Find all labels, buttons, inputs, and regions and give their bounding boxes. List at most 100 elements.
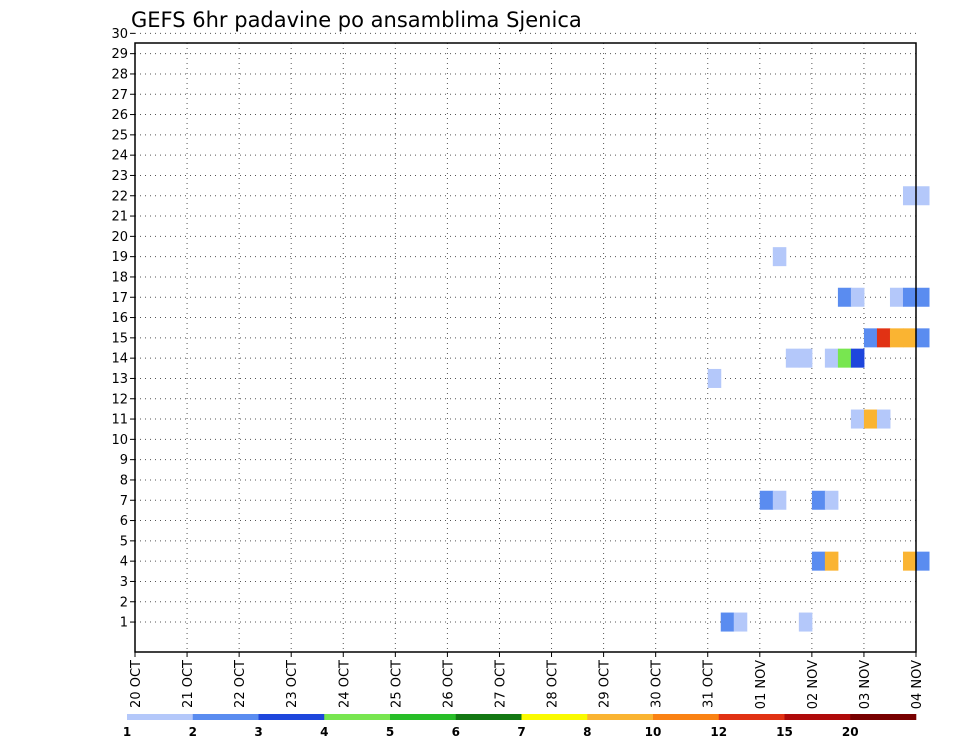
x-tick-label: 20 OCT <box>129 660 144 708</box>
y-tick-label: 1 <box>120 616 128 631</box>
x-tick-label: 28 OCT <box>546 660 561 708</box>
legend-label: 6 <box>452 725 460 739</box>
data-cell <box>863 328 878 348</box>
y-tick-label: 27 <box>111 88 128 103</box>
data-cell <box>889 328 904 348</box>
data-cell <box>759 490 774 510</box>
data-cell <box>863 409 878 429</box>
legend-swatch <box>850 714 917 720</box>
data-cell <box>902 287 917 307</box>
data-cell <box>916 551 930 571</box>
legend-label: 8 <box>583 725 591 739</box>
y-tick-label: 6 <box>120 514 128 529</box>
y-axis: 1234567891011121314151617181920212223242… <box>111 27 135 631</box>
data-cell <box>824 490 839 510</box>
y-tick-label: 21 <box>111 210 128 225</box>
y-tick-label: 19 <box>111 250 128 265</box>
legend-label: 7 <box>517 725 525 739</box>
y-tick-label: 5 <box>120 534 128 549</box>
y-tick-label: 14 <box>111 352 128 367</box>
legend-swatch <box>192 714 259 720</box>
data-cell <box>785 348 800 368</box>
data-cell <box>733 612 748 632</box>
data-cell <box>902 551 917 571</box>
y-tick-label: 7 <box>120 494 128 509</box>
data-cell <box>916 186 930 206</box>
data-cell <box>720 612 735 632</box>
data-cell <box>811 551 826 571</box>
y-tick-label: 3 <box>120 575 128 590</box>
legend-label: 12 <box>710 725 727 739</box>
y-tick-label: 11 <box>111 413 128 428</box>
data-cell <box>798 348 813 368</box>
data-cell <box>902 328 917 348</box>
x-tick-label: 01 NOV <box>754 660 769 709</box>
y-tick-label: 17 <box>111 291 128 306</box>
legend-swatch <box>324 714 391 720</box>
data-cell <box>824 551 839 571</box>
x-tick-label: 25 OCT <box>389 660 404 708</box>
y-tick-label: 26 <box>111 108 128 123</box>
x-tick-label: 29 OCT <box>598 660 613 708</box>
y-tick-label: 9 <box>120 453 128 468</box>
y-tick-label: 24 <box>111 149 128 164</box>
data-cell <box>850 287 865 307</box>
y-tick-label: 18 <box>111 270 128 285</box>
data-cell <box>850 348 865 368</box>
y-tick-label: 2 <box>120 595 128 610</box>
legend-swatch <box>127 714 194 720</box>
y-tick-label: 8 <box>120 473 128 488</box>
x-tick-label: 02 NOV <box>806 660 821 709</box>
y-tick-label: 15 <box>111 331 128 346</box>
x-tick-label: 27 OCT <box>493 660 508 708</box>
legend-label: 2 <box>189 725 197 739</box>
legend-label: 10 <box>645 725 662 739</box>
legend-swatch <box>587 714 654 720</box>
legend-swatch <box>521 714 588 720</box>
data-cell <box>916 287 930 307</box>
legend-swatch <box>784 714 851 720</box>
grid <box>134 32 917 652</box>
data-cell <box>876 409 891 429</box>
x-tick-label: 31 OCT <box>702 660 717 708</box>
y-tick-label: 29 <box>111 47 128 62</box>
legend-swatch <box>653 714 720 720</box>
data-cell <box>707 368 722 388</box>
y-tick-label: 30 <box>111 27 128 42</box>
legend-label: 15 <box>776 725 793 739</box>
legend-swatch <box>258 714 325 720</box>
data-cell <box>850 409 865 429</box>
color-legend: 1 2 3 4 5 6 7 8 10 12 15 20 <box>123 714 917 739</box>
data-cell <box>824 348 839 368</box>
data-cell <box>772 490 787 510</box>
y-tick-label: 25 <box>111 128 128 143</box>
x-tick-label: 23 OCT <box>285 660 300 708</box>
legend-swatch <box>455 714 522 720</box>
y-tick-label: 16 <box>111 311 128 326</box>
plot-frame <box>134 42 917 653</box>
data-cell <box>837 348 852 368</box>
data-cell <box>902 186 917 206</box>
x-tick-label: 26 OCT <box>441 660 456 708</box>
y-tick-label: 12 <box>111 392 128 407</box>
y-tick-label: 20 <box>111 230 128 245</box>
data-cells <box>707 186 930 632</box>
legend-label: 3 <box>254 725 262 739</box>
x-axis: 20 OCT 21 OCT 22 OCT 23 OCT 24 OCT 25 OCT 26 O… <box>129 652 925 709</box>
y-tick-label: 23 <box>111 169 128 184</box>
legend-swatch <box>718 714 785 720</box>
x-tick-label: 24 OCT <box>337 660 352 708</box>
legend-swatch <box>390 714 457 720</box>
data-cell <box>916 328 930 348</box>
chart-title: GEFS 6hr padavine po ansamblima Sjenica <box>131 8 582 32</box>
y-tick-label: 10 <box>111 433 128 448</box>
legend-label: 5 <box>386 725 394 739</box>
x-tick-label: 03 NOV <box>858 660 873 709</box>
x-tick-label: 04 NOV <box>910 660 925 709</box>
data-cell <box>837 287 852 307</box>
data-cell <box>798 612 813 632</box>
data-cell <box>811 490 826 510</box>
legend-label: 1 <box>123 725 131 739</box>
data-cell <box>772 247 787 267</box>
